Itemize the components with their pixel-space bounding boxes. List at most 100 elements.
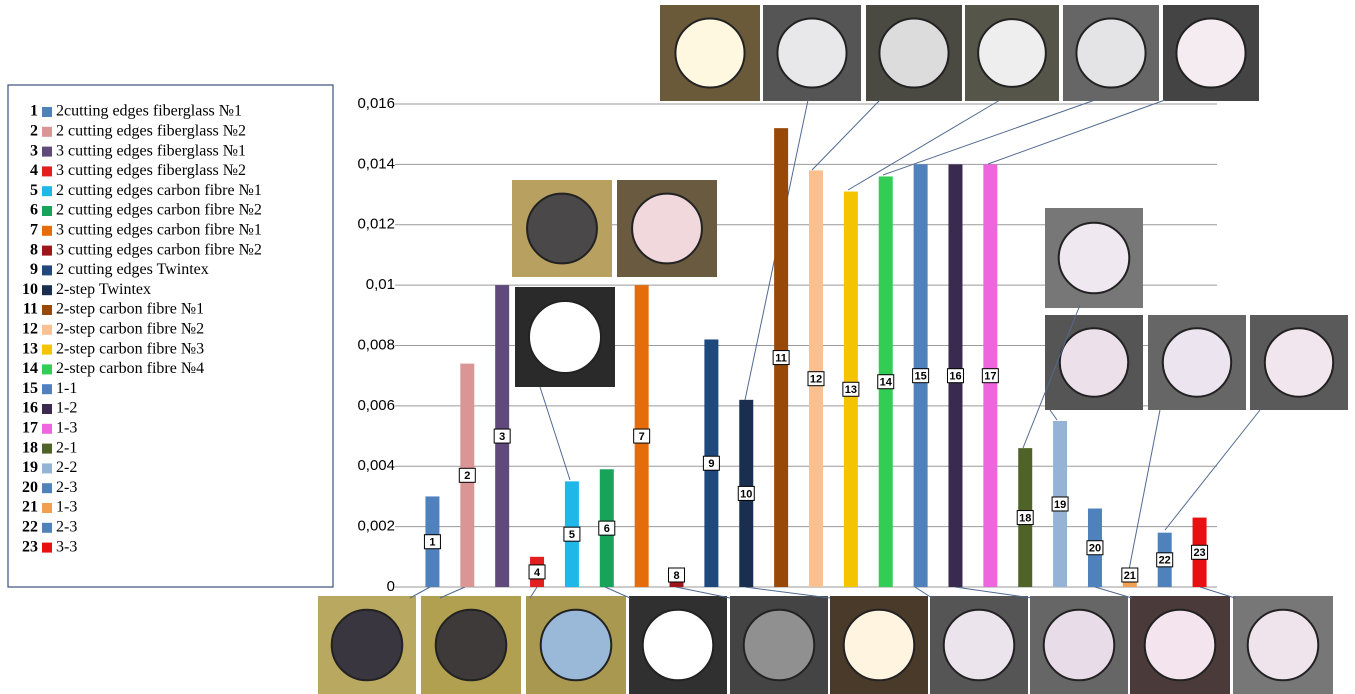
legend-swatch (42, 424, 52, 434)
legend-swatch (42, 107, 52, 117)
bar-label: 2 (464, 470, 470, 482)
bar-label: 15 (914, 371, 926, 383)
bar-label: 17 (984, 371, 996, 383)
y-tick-label: 0,004 (357, 457, 395, 474)
legend-swatch (42, 384, 52, 394)
legend-label: 2-2 (56, 459, 77, 476)
legend-label: 2-1 (56, 439, 77, 456)
legend-swatch (42, 345, 52, 355)
photo-hole (436, 610, 507, 681)
legend-swatch (42, 285, 52, 295)
legend-label: 2-3 (56, 479, 77, 496)
legend-number: 18 (22, 439, 38, 456)
bar-label: 18 (1019, 512, 1031, 524)
photo-hole (744, 610, 815, 681)
legend-label: 3 cutting edges carbon fibre №2 (56, 241, 262, 258)
y-tick-label: 0,012 (357, 216, 395, 233)
bar-label: 13 (845, 384, 857, 396)
legend-label: 3 cutting edges carbon fibre №1 (56, 221, 262, 238)
legend-label: 2-step carbon fibre №4 (56, 360, 204, 377)
legend-number: 13 (22, 340, 38, 357)
legend-label: 2-step Twintex (56, 281, 151, 298)
bar-label: 11 (775, 352, 787, 364)
legend-swatch (42, 226, 52, 236)
legend-swatch (42, 364, 52, 374)
legend-label: 1-3 (56, 419, 77, 436)
legend-swatch (42, 265, 52, 275)
legend-number: 5 (30, 182, 38, 199)
bar-label: 22 (1159, 555, 1171, 567)
bar-label: 16 (949, 371, 961, 383)
legend-swatch (42, 127, 52, 137)
legend-number: 14 (22, 360, 38, 377)
y-tick-label: 0 (387, 578, 395, 595)
bar-label: 23 (1193, 547, 1205, 559)
legend-number: 17 (22, 419, 38, 436)
y-tick-label: 0,01 (366, 276, 395, 293)
legend-number: 16 (22, 400, 38, 417)
photo-hole (777, 18, 846, 87)
legend-label: 2 cutting edges carbon fibre №2 (56, 202, 262, 219)
legend-label: 1-3 (56, 499, 77, 516)
legend-number: 20 (22, 479, 38, 496)
bar-label: 20 (1089, 543, 1101, 555)
page: {"chart_data": {"type": "bar", "categori… (0, 0, 1355, 694)
bar-label: 8 (673, 570, 679, 582)
photo-hole (529, 301, 601, 373)
photo-hole (1059, 223, 1130, 294)
legend-number: 15 (22, 380, 38, 397)
photo-hole (1076, 18, 1145, 87)
leader-line (812, 100, 880, 170)
legend-label: 1-2 (56, 400, 77, 417)
bar-label: 14 (880, 377, 893, 389)
photo-hole (879, 18, 948, 87)
legend-label: 3-3 (56, 538, 77, 555)
bar-label: 3 (499, 431, 505, 443)
photo-hole (643, 610, 714, 681)
legend-number: 3 (30, 142, 38, 159)
legend-label: 2-3 (56, 518, 77, 535)
y-tick-label: 0,008 (357, 336, 395, 353)
legend-swatch (42, 543, 52, 553)
legend-label: 2-step carbon fibre №2 (56, 320, 204, 337)
bar-label: 7 (639, 431, 645, 443)
y-tick-label: 0,006 (357, 397, 395, 414)
legend-swatch (42, 206, 52, 216)
leader-line (1128, 410, 1160, 575)
legend-label: 2 cutting edges carbon fibre №1 (56, 182, 262, 199)
bar-label: 1 (429, 537, 435, 549)
bar-label: 5 (569, 529, 575, 541)
legend-number: 22 (22, 518, 38, 535)
legend-swatch (42, 503, 52, 513)
legend-swatch (42, 404, 52, 414)
y-tick-label: 0,016 (357, 95, 395, 112)
legend-swatch (42, 444, 52, 454)
legend-number: 1 (30, 103, 38, 120)
legend-swatch (42, 186, 52, 196)
photo-hole (1163, 328, 1231, 396)
photo-hole (1265, 328, 1333, 396)
photos (318, 5, 1348, 694)
legend-number: 21 (22, 499, 38, 516)
bar-label: 4 (534, 567, 541, 579)
photo-hole (1248, 610, 1319, 681)
y-tick-label: 0,014 (357, 155, 395, 172)
legend-number: 23 (22, 538, 38, 555)
legend-label: 2 cutting edges fiberglass №2 (56, 122, 246, 139)
photo-hole (944, 610, 1015, 681)
photo-hole (541, 610, 612, 681)
legend-number: 2 (30, 122, 38, 139)
legend-number: 8 (30, 241, 38, 258)
photo-hole (1176, 18, 1245, 87)
photo-hole (1060, 328, 1128, 396)
photo-hole (527, 194, 597, 264)
leader-line (988, 100, 1165, 164)
bar-label: 10 (740, 488, 752, 500)
legend-label: 3 cutting edges fiberglass №2 (56, 162, 246, 179)
legend-number: 10 (22, 281, 38, 298)
photo-hole (675, 18, 744, 87)
photo-hole (332, 610, 403, 681)
legend-number: 9 (30, 261, 38, 278)
leader-line (1050, 410, 1057, 420)
legend-swatch (42, 305, 52, 315)
